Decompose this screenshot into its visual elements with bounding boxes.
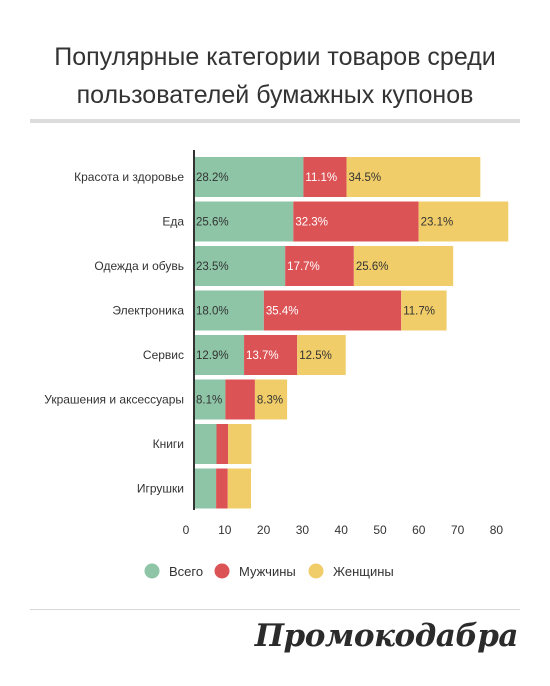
bar-segment bbox=[194, 379, 226, 420]
category-label: Сервис bbox=[143, 348, 184, 362]
data-label: 25.6% bbox=[196, 217, 229, 229]
data-label: 17.7% bbox=[287, 261, 320, 273]
bar-segment bbox=[194, 157, 304, 197]
x-tick-label: 10 bbox=[218, 523, 232, 537]
title-divider bbox=[30, 119, 520, 123]
bar-segment bbox=[346, 157, 481, 197]
bar-segment bbox=[228, 424, 252, 464]
x-tick-label: 30 bbox=[296, 523, 310, 537]
x-tick-label: 0 bbox=[183, 523, 190, 537]
brand-logo: Промокодабра bbox=[254, 618, 519, 654]
category-label: Одежда и обувь bbox=[94, 259, 184, 273]
bar-segment bbox=[244, 335, 298, 375]
x-tick-label: 60 bbox=[412, 523, 426, 537]
data-label: 13.7% bbox=[246, 350, 279, 362]
x-tick-label: 80 bbox=[490, 523, 504, 537]
data-label: 11.1% bbox=[305, 172, 337, 184]
data-label: 25.6% bbox=[356, 261, 389, 273]
bar-segment bbox=[418, 201, 509, 242]
data-label: 18.0% bbox=[196, 306, 229, 318]
bar-segment bbox=[303, 157, 347, 197]
bar-segment bbox=[194, 335, 245, 375]
data-label: 28.2% bbox=[196, 172, 229, 184]
category-label: Книги bbox=[153, 437, 184, 451]
bar-segment bbox=[263, 290, 402, 331]
x-tick-label: 50 bbox=[373, 523, 387, 537]
bar-segment bbox=[293, 201, 419, 242]
bar-segment bbox=[225, 379, 255, 420]
bar-segment bbox=[194, 290, 264, 331]
data-label: 8.3% bbox=[257, 395, 283, 407]
chart-title: Популярные категории товаров среди польз… bbox=[0, 38, 550, 114]
bar-segment bbox=[194, 424, 217, 464]
bar-segment bbox=[194, 468, 217, 509]
legend-marker bbox=[214, 563, 230, 579]
category-label: Еда bbox=[162, 215, 184, 229]
x-tick-label: 40 bbox=[335, 523, 349, 537]
category-label: Красота и здоровье bbox=[74, 170, 184, 184]
legend-label: Всего bbox=[169, 564, 203, 579]
chart-title-line-2: пользователей бумажных купонов bbox=[76, 81, 474, 109]
data-label: 12.5% bbox=[299, 350, 332, 362]
bar-segment bbox=[353, 246, 454, 286]
bar-segment bbox=[285, 246, 354, 286]
data-label: 12.9% bbox=[196, 350, 229, 362]
category-label: Игрушки bbox=[137, 482, 184, 496]
bar-segment bbox=[254, 379, 288, 420]
legend-label: Женщины bbox=[333, 564, 394, 579]
data-label: 34.5% bbox=[348, 172, 381, 184]
bar-segment bbox=[297, 335, 346, 375]
legend-marker bbox=[308, 563, 324, 579]
bar-segment bbox=[216, 424, 229, 464]
data-label: 8.1% bbox=[196, 395, 222, 407]
bar-segment bbox=[194, 246, 286, 286]
data-label: 32.3% bbox=[295, 217, 328, 229]
footer-divider bbox=[30, 609, 520, 610]
data-label: 35.4% bbox=[266, 306, 299, 318]
legend-label: Мужчины bbox=[239, 564, 296, 579]
bar-segment bbox=[216, 468, 228, 509]
legend-marker bbox=[144, 563, 160, 579]
chart-title-line-1: Популярные категории товаров среди bbox=[54, 43, 496, 71]
category-label: Электроника bbox=[112, 304, 184, 318]
stacked-bar-chart: Красота и здоровье 28.2% 11.1% 34.5% Еда 25.6… bbox=[44, 150, 509, 579]
data-label: 23.5% bbox=[196, 261, 229, 273]
bar-segment bbox=[227, 468, 252, 509]
category-label: Украшения и аксессуары bbox=[44, 393, 184, 407]
x-tick-label: 70 bbox=[451, 523, 465, 537]
bar-segment bbox=[194, 201, 294, 242]
data-label: 11.7% bbox=[403, 306, 435, 318]
x-tick-label: 20 bbox=[257, 523, 271, 537]
data-label: 23.1% bbox=[421, 217, 454, 229]
bar-segment bbox=[401, 290, 447, 331]
